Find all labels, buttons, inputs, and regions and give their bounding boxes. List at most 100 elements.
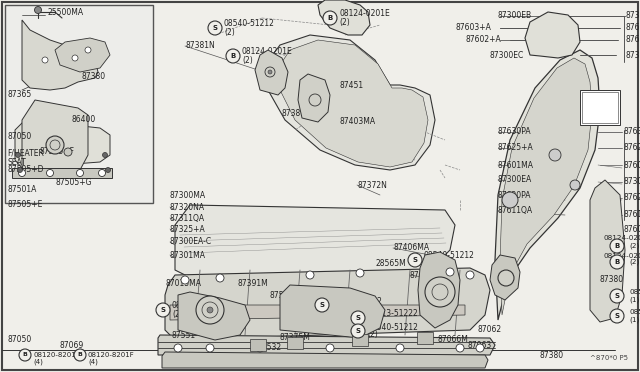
Circle shape	[425, 277, 455, 307]
Polygon shape	[170, 305, 465, 320]
Circle shape	[549, 149, 561, 161]
Bar	[580, 90, 620, 125]
Text: 87505+D: 87505+D	[7, 165, 44, 174]
Text: 87311QA: 87311QA	[170, 214, 205, 222]
Circle shape	[268, 70, 272, 74]
Circle shape	[85, 47, 91, 53]
Circle shape	[315, 298, 329, 312]
Polygon shape	[287, 337, 303, 349]
Text: (4): (4)	[331, 305, 342, 314]
Text: 87625+A: 87625+A	[623, 144, 640, 153]
Text: 87015MA: 87015MA	[165, 279, 201, 288]
Circle shape	[306, 271, 314, 279]
Circle shape	[19, 170, 26, 176]
Text: 87602+A: 87602+A	[625, 35, 640, 45]
Text: S: S	[413, 257, 417, 263]
Text: 87505+G: 87505+G	[55, 178, 92, 187]
Text: B: B	[22, 353, 28, 357]
Circle shape	[17, 167, 22, 173]
Circle shape	[502, 192, 518, 208]
Polygon shape	[265, 35, 435, 170]
Text: 08124-0201E: 08124-0201E	[242, 48, 292, 57]
Text: 87050: 87050	[7, 132, 31, 141]
Text: 87501A: 87501A	[7, 185, 36, 194]
Text: S: S	[319, 302, 324, 308]
Text: B: B	[328, 15, 333, 21]
Text: 87381N: 87381N	[185, 42, 215, 51]
Text: (4): (4)	[33, 359, 43, 365]
Polygon shape	[255, 50, 288, 95]
Text: 28565M: 28565M	[376, 259, 407, 267]
Text: (2): (2)	[629, 243, 639, 249]
Text: 87532: 87532	[258, 343, 282, 353]
Text: 08120-8201F: 08120-8201F	[88, 352, 135, 358]
Circle shape	[64, 148, 72, 156]
Polygon shape	[352, 334, 368, 346]
Text: 87375M: 87375M	[280, 334, 311, 343]
Polygon shape	[55, 38, 110, 72]
Polygon shape	[590, 180, 625, 322]
Text: 87611QA: 87611QA	[498, 206, 533, 215]
Circle shape	[351, 311, 365, 325]
Circle shape	[206, 344, 214, 352]
Circle shape	[196, 296, 224, 324]
Text: 87300EA: 87300EA	[623, 177, 640, 186]
Circle shape	[351, 324, 365, 338]
Circle shape	[446, 268, 454, 276]
Text: 87551: 87551	[172, 330, 196, 340]
Text: 87380: 87380	[540, 350, 564, 359]
Text: (6): (6)	[367, 317, 378, 327]
Circle shape	[72, 55, 78, 61]
Text: 87630PA: 87630PA	[623, 128, 640, 137]
Polygon shape	[250, 339, 266, 351]
Circle shape	[610, 309, 624, 323]
Text: 87451: 87451	[340, 80, 364, 90]
Text: 87625+A: 87625+A	[498, 144, 534, 153]
Circle shape	[610, 289, 624, 303]
Circle shape	[226, 49, 240, 63]
Polygon shape	[12, 168, 112, 178]
Text: 87406MA: 87406MA	[393, 244, 429, 253]
Circle shape	[610, 239, 624, 253]
Polygon shape	[490, 255, 520, 300]
Text: 08124-0201E: 08124-0201E	[603, 235, 640, 241]
Text: B: B	[230, 53, 236, 59]
Polygon shape	[158, 335, 495, 355]
Text: S: S	[355, 328, 360, 334]
Text: 87600MA: 87600MA	[623, 225, 640, 234]
Circle shape	[256, 344, 264, 352]
Circle shape	[99, 170, 106, 176]
Circle shape	[174, 344, 182, 352]
Text: 87325+A: 87325+A	[170, 224, 205, 234]
Text: 87300EA: 87300EA	[498, 176, 532, 185]
Circle shape	[466, 271, 474, 279]
Polygon shape	[22, 20, 98, 90]
Circle shape	[207, 307, 213, 313]
Text: 87601MA: 87601MA	[498, 160, 534, 170]
Text: 87320NA: 87320NA	[170, 202, 205, 212]
Text: (2): (2)	[242, 55, 253, 64]
Text: 87630PA: 87630PA	[498, 128, 532, 137]
Circle shape	[356, 269, 364, 277]
Circle shape	[102, 153, 108, 157]
Text: 87380: 87380	[600, 276, 624, 285]
Polygon shape	[178, 292, 250, 340]
Circle shape	[35, 6, 42, 13]
Circle shape	[570, 180, 580, 190]
Text: S: S	[355, 315, 360, 321]
Circle shape	[46, 136, 64, 154]
Text: (1): (1)	[629, 317, 639, 323]
Text: SEAT: SEAT	[7, 158, 26, 167]
Text: 87300EA-C: 87300EA-C	[170, 237, 212, 247]
Circle shape	[408, 253, 422, 267]
Text: F/HEATER: F/HEATER	[7, 148, 44, 157]
Text: 87066M: 87066M	[438, 336, 469, 344]
Circle shape	[15, 153, 20, 157]
Text: 87062: 87062	[478, 326, 502, 334]
Text: 87050: 87050	[7, 336, 31, 344]
Text: 87505+E: 87505+E	[7, 200, 42, 209]
Bar	[582, 92, 618, 123]
Circle shape	[19, 349, 31, 361]
Polygon shape	[500, 58, 592, 315]
Text: 87503+A: 87503+A	[270, 291, 306, 299]
